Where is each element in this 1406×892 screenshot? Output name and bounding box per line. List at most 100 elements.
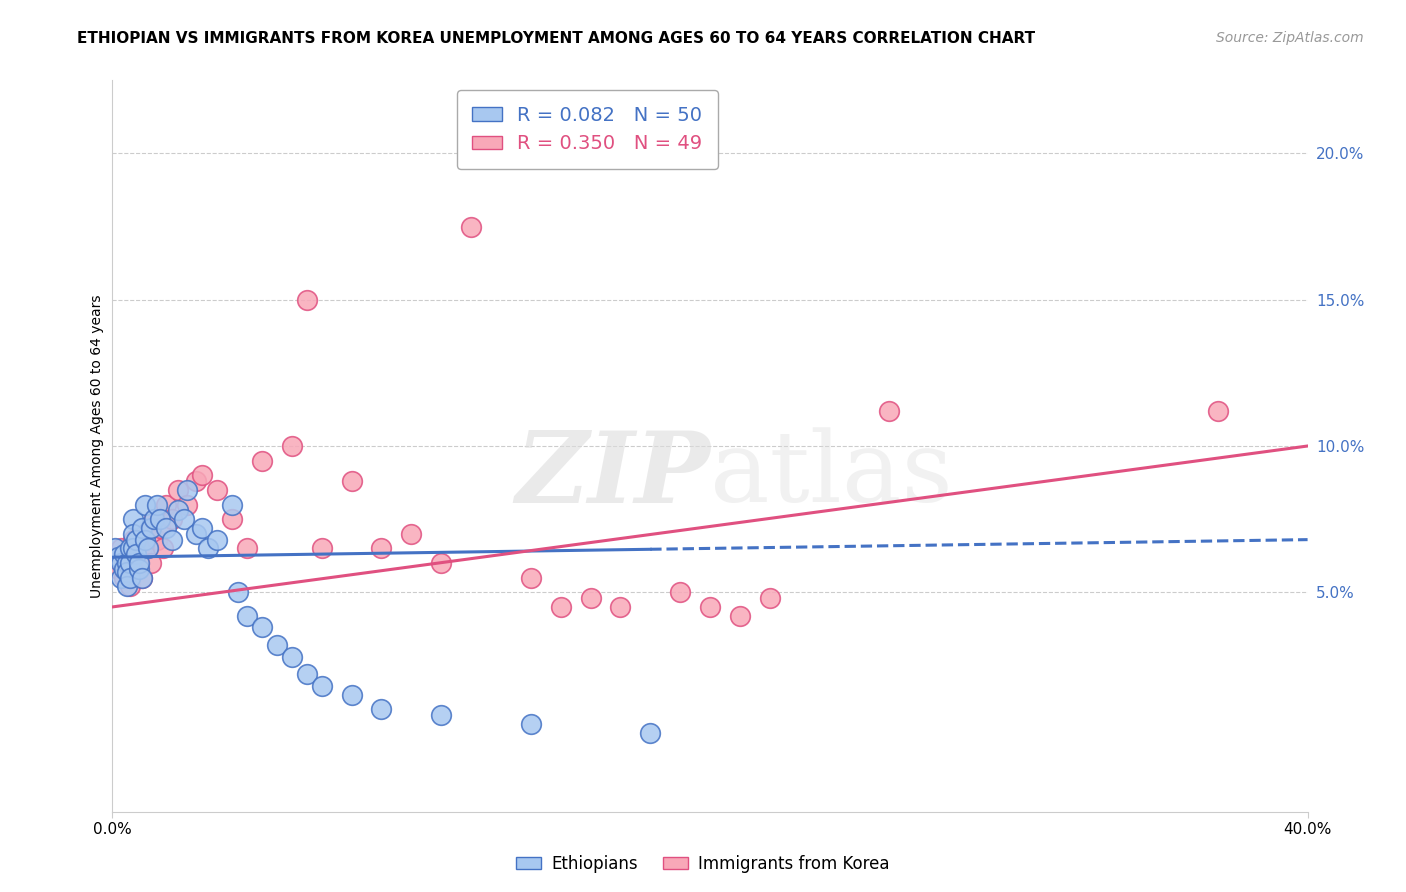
Point [728, 608, 751, 623]
Point [117, 565, 139, 579]
Point [107, 550, 129, 565]
Text: ZIP: ZIP [515, 427, 710, 524]
Point [128, 556, 150, 570]
Point [236, 541, 259, 556]
Point [609, 599, 631, 614]
Point [550, 599, 572, 614]
Point [295, 293, 318, 307]
Legend: R = 0.082   N = 50, R = 0.350   N = 49: R = 0.082 N = 50, R = 0.350 N = 49 [457, 90, 718, 169]
Point [221, 498, 243, 512]
Point [460, 219, 482, 234]
Point [117, 556, 139, 570]
Point [146, 533, 169, 547]
Point [143, 512, 166, 526]
Point [311, 541, 333, 556]
Text: atlas: atlas [710, 427, 953, 523]
Point [1206, 404, 1229, 418]
Point [340, 688, 363, 702]
Point [236, 608, 259, 623]
Point [340, 474, 363, 488]
Y-axis label: Unemployment Among Ages 60 to 64 years: Unemployment Among Ages 60 to 64 years [90, 294, 104, 598]
Point [131, 571, 153, 585]
Point [520, 717, 543, 731]
Point [131, 521, 153, 535]
Point [149, 512, 172, 526]
Legend: Ethiopians, Immigrants from Korea: Ethiopians, Immigrants from Korea [510, 848, 896, 880]
Point [131, 571, 153, 585]
Point [122, 547, 145, 561]
Point [117, 579, 139, 593]
Point [107, 562, 129, 576]
Point [176, 483, 198, 497]
Point [205, 483, 228, 497]
Point [311, 679, 333, 693]
Point [120, 571, 142, 585]
Point [114, 571, 135, 585]
Point [125, 562, 148, 576]
Point [879, 404, 901, 418]
Point [141, 556, 163, 570]
Point [370, 702, 392, 716]
Point [134, 498, 156, 512]
Point [134, 533, 156, 547]
Point [197, 541, 219, 556]
Point [110, 556, 132, 570]
Point [295, 667, 318, 681]
Point [125, 547, 148, 561]
Point [162, 533, 183, 547]
Point [430, 556, 453, 570]
Point [110, 571, 132, 585]
Point [110, 541, 132, 556]
Point [149, 521, 172, 535]
Point [138, 541, 160, 556]
Point [120, 541, 142, 556]
Point [117, 550, 139, 565]
Point [131, 541, 153, 556]
Point [250, 453, 273, 467]
Point [669, 585, 692, 599]
Text: Source: ZipAtlas.com: Source: ZipAtlas.com [1216, 31, 1364, 45]
Point [759, 591, 782, 606]
Point [579, 591, 602, 606]
Point [117, 556, 139, 570]
Point [104, 556, 127, 570]
Point [173, 512, 195, 526]
Point [120, 579, 142, 593]
Point [128, 556, 150, 570]
Point [146, 498, 169, 512]
Point [152, 541, 174, 556]
Point [114, 547, 135, 561]
Point [120, 565, 142, 579]
Text: ETHIOPIAN VS IMMIGRANTS FROM KOREA UNEMPLOYMENT AMONG AGES 60 TO 64 YEARS CORREL: ETHIOPIAN VS IMMIGRANTS FROM KOREA UNEMP… [77, 31, 1035, 46]
Point [699, 599, 721, 614]
Point [281, 439, 304, 453]
Point [155, 521, 177, 535]
Point [226, 585, 249, 599]
Point [134, 526, 156, 541]
Point [120, 556, 142, 570]
Point [250, 620, 273, 634]
Point [430, 708, 453, 723]
Point [167, 503, 190, 517]
Point [167, 483, 190, 497]
Point [186, 526, 208, 541]
Point [125, 533, 148, 547]
Point [114, 562, 135, 576]
Point [138, 541, 160, 556]
Point [186, 474, 208, 488]
Point [122, 526, 145, 541]
Point [191, 521, 214, 535]
Point [155, 498, 177, 512]
Point [401, 526, 423, 541]
Point [266, 638, 288, 652]
Point [141, 521, 163, 535]
Point [122, 533, 145, 547]
Point [205, 533, 228, 547]
Point [221, 512, 243, 526]
Point [104, 541, 127, 556]
Point [176, 498, 198, 512]
Point [281, 649, 304, 664]
Point [191, 468, 214, 483]
Point [162, 512, 183, 526]
Point [122, 541, 145, 556]
